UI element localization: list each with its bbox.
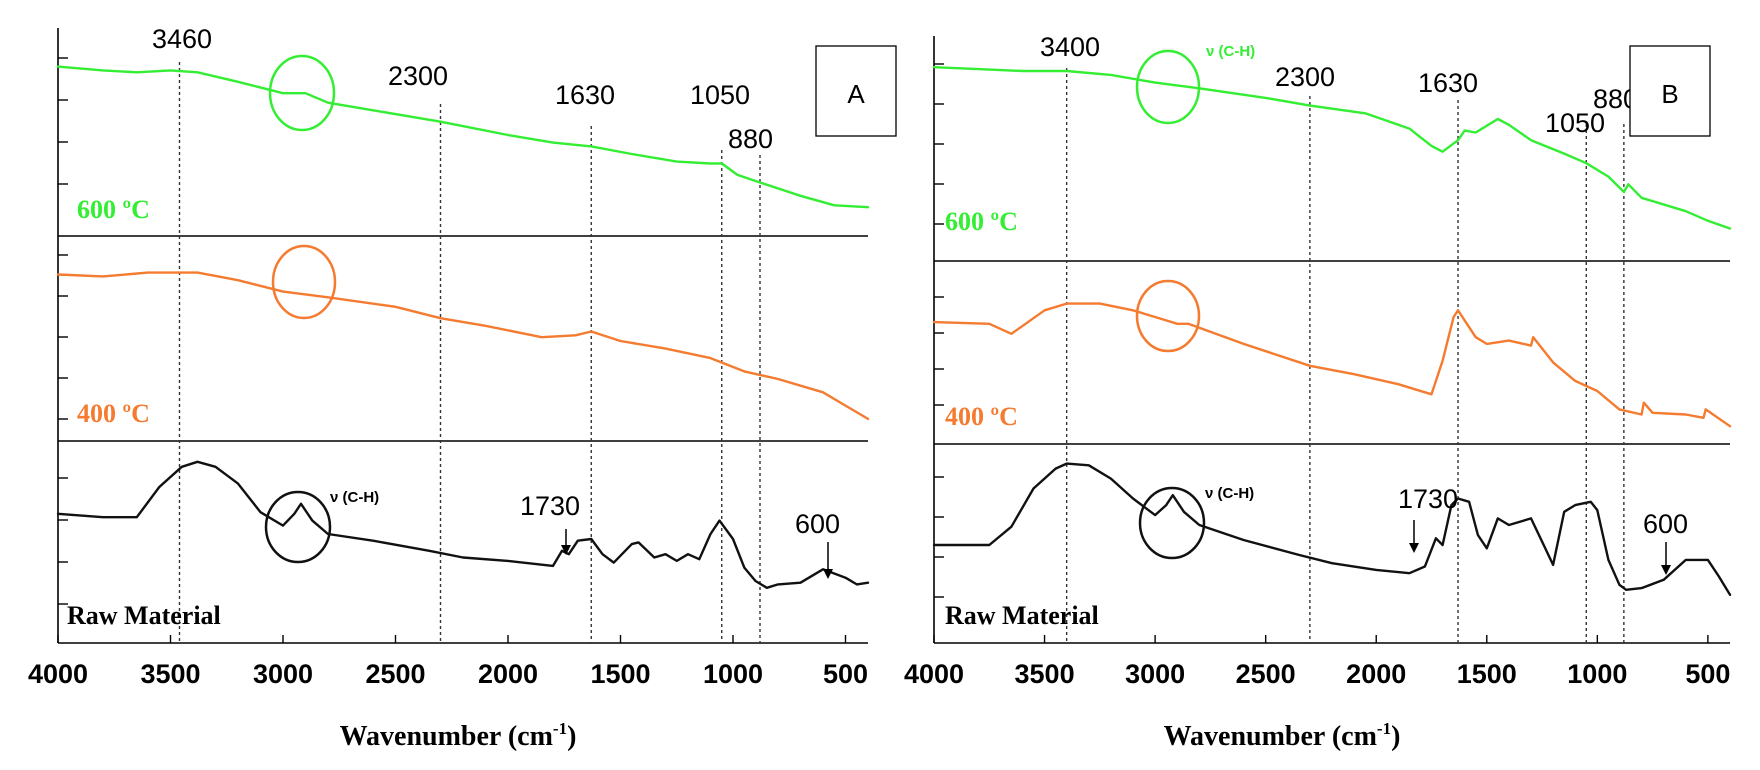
panel-a-letter: A [847,79,865,109]
ch-circle-400 [1135,279,1201,353]
ch-circle-400 [271,244,337,320]
x-tick-label: 500 [823,659,868,689]
trace-label-400: 400 ºC [77,399,150,428]
panel-b-letter-box [1629,45,1711,137]
x-tick-label: 4000 [28,659,88,689]
spectrum-600-c [56,65,870,209]
panel-a-curves [56,65,870,589]
arrow-1730 [1409,520,1419,553]
peak-label-2300: 2300 [1275,62,1335,92]
panel-a-x-ticks: 4000 3500 3000 2500 2000 1500 1000 500 [28,635,868,689]
arrow-600 [1661,542,1671,575]
nu-ch-label-raw: ν (C-H) [1205,485,1254,502]
panel-a-y-ticks [58,57,68,605]
arrow-1730 [561,529,571,555]
panel-a-guide-lines [178,62,761,643]
x-tick-label: 2500 [365,659,425,689]
panel-b-x-axis-title: Wavenumber (cm-1) [1164,719,1401,752]
x-tick-label: 1500 [1457,659,1517,689]
trace-label-600: 600 ºC [77,195,150,224]
nu-ch-label: ν (C-H) [330,489,379,506]
x-tick-label: 1000 [703,659,763,689]
ch-circle-600 [268,54,336,132]
spectrum-400-c [56,271,870,421]
x-tick-label: 3000 [253,659,313,689]
peak-label-2300: 2300 [388,61,448,91]
ch-circle-raw [1138,486,1206,560]
arrow-600 [823,542,833,579]
x-tick-label: 4000 [904,659,964,689]
spectrum-raw-material [932,462,1732,596]
x-tick-label: 3500 [140,659,200,689]
x-tick-label: 1000 [1567,659,1627,689]
peak-label-880: 880 [728,124,773,154]
peak-label-3400: 3400 [1040,32,1100,62]
x-tick-label: 3000 [1125,659,1185,689]
peak-label-600: 600 [795,509,840,539]
trace-label-400: 400 ºC [945,402,1018,431]
spectrum-600-c [932,66,1732,230]
panel-a-letter-box [815,45,897,137]
spectrum-raw-material [56,460,870,589]
nu-ch-label-600: ν (C-H) [1206,43,1255,60]
peak-label-1050: 1050 [690,80,750,110]
panel-a: 4000 3500 3000 2500 2000 1500 1000 500 3460 230… [28,24,897,752]
peak-label-1730: 1730 [1398,484,1458,514]
x-tick-label: 2500 [1236,659,1296,689]
x-tick-label: 500 [1685,659,1730,689]
spectrum-400-c [932,302,1732,428]
peak-label-1630: 1630 [1418,68,1478,98]
trace-label-raw: Raw Material [945,601,1099,630]
trace-label-raw: Raw Material [67,601,221,630]
panel-b-letter: B [1661,79,1678,109]
panel-b-curves [932,66,1732,596]
peak-label-600: 600 [1643,509,1688,539]
peak-label-1050: 1050 [1545,108,1605,138]
panel-b-guide-lines [1065,68,1625,643]
peak-label-1630: 1630 [555,80,615,110]
x-tick-label: 3500 [1015,659,1075,689]
panel-a-x-axis-title: Wavenumber (cm-1) [340,719,577,752]
panel-b-y-ticks [934,63,944,598]
x-tick-label: 2000 [478,659,538,689]
x-tick-label: 2000 [1346,659,1406,689]
ch-circle-600 [1135,49,1201,125]
peak-label-3460: 3460 [152,24,212,54]
trace-label-600: 600 ºC [945,207,1018,236]
panel-b: 4000 3500 3000 2500 2000 1500 1000 500 3400 230… [904,32,1732,752]
x-tick-label: 1500 [590,659,650,689]
peak-label-1730: 1730 [520,491,580,521]
ch-circle-raw [264,490,332,564]
panel-b-x-ticks: 4000 3500 3000 2500 2000 1500 1000 500 [904,635,1730,689]
